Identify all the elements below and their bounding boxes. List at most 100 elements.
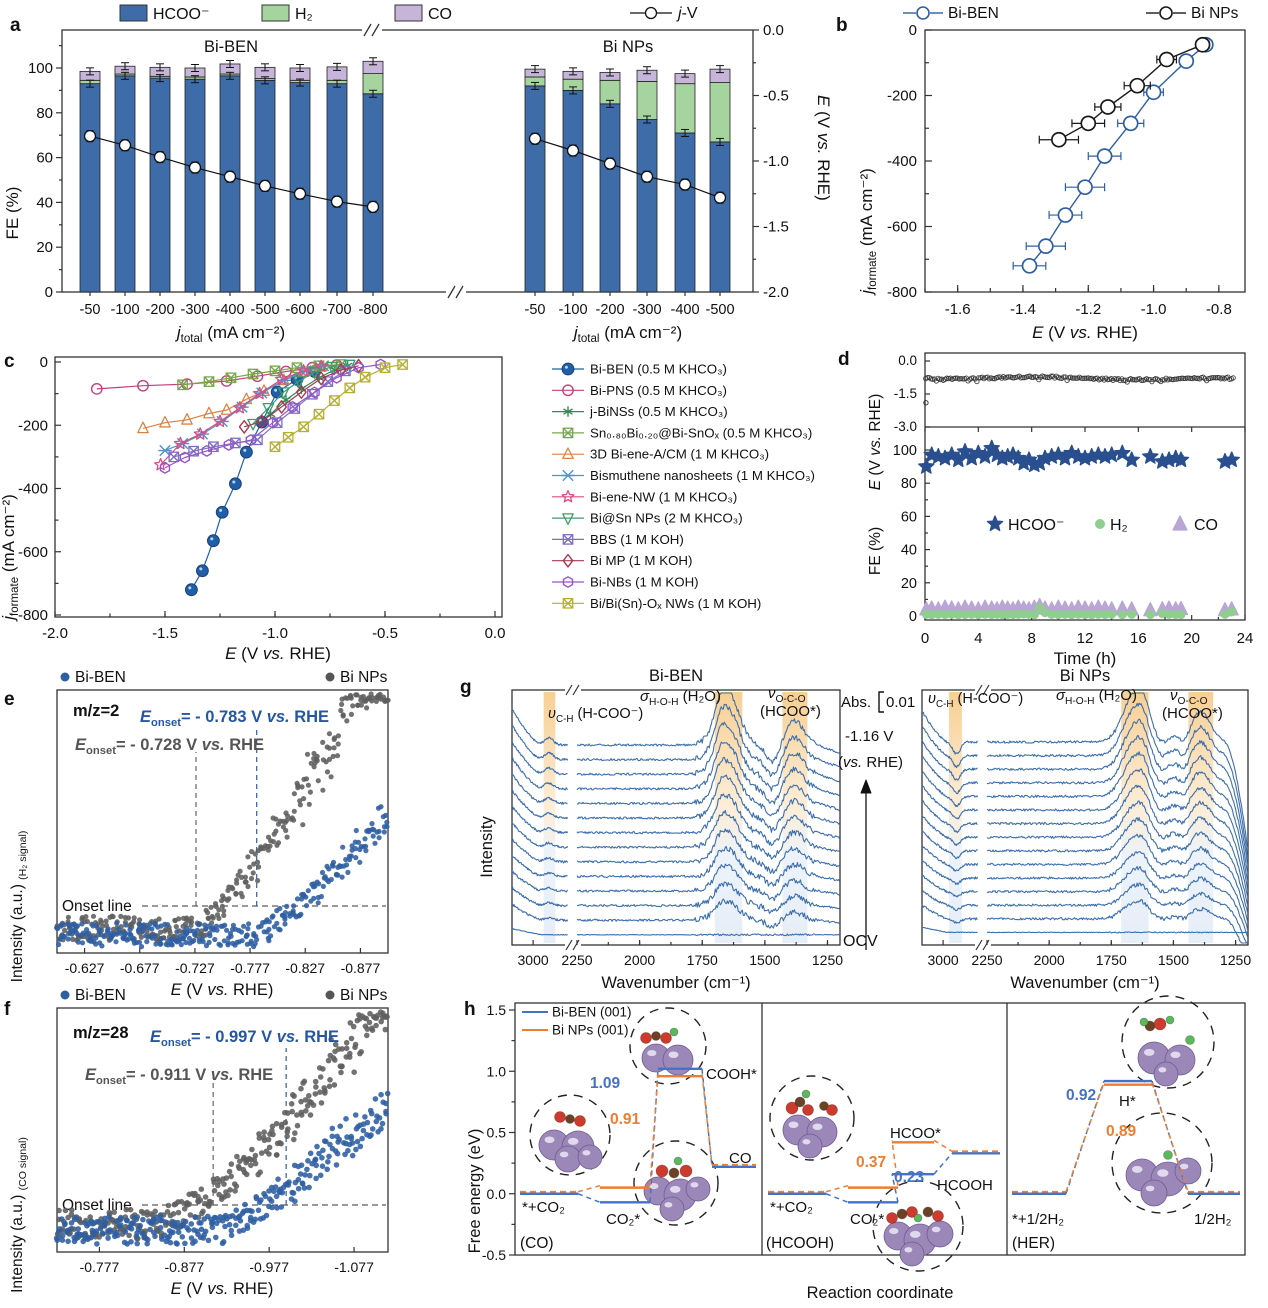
svg-text:0.92: 0.92 <box>1066 1087 1096 1104</box>
svg-text:0: 0 <box>921 630 929 647</box>
svg-text:-500: -500 <box>705 302 734 318</box>
svg-text:-0.777: -0.777 <box>80 1259 120 1275</box>
panel-label-e: e <box>4 689 15 710</box>
svg-text:Intensity (a.u.) (H₂ signal): Intensity (a.u.) (H₂ signal) <box>9 831 29 983</box>
svg-text:E (V vs. RHE): E (V vs. RHE) <box>814 95 833 201</box>
svg-text:-1.6: -1.6 <box>945 301 971 318</box>
svg-text:100: 100 <box>28 60 53 77</box>
svg-text:jtotal (mA cm⁻²): jtotal (mA cm⁻²) <box>175 323 285 345</box>
panel-label-c: c <box>4 351 15 372</box>
svg-text:jformate (mA cm⁻²): jformate (mA cm⁻²) <box>0 494 21 622</box>
svg-text:(HCOO*): (HCOO*) <box>760 703 821 720</box>
svg-text:Bi-BEN (0.5 M KHCO₃): Bi-BEN (0.5 M KHCO₃) <box>590 362 727 377</box>
svg-text:1.5: 1.5 <box>487 1002 507 1018</box>
panel-e-chart: -0.627 -0.677 -0.727 -0.777 -0.827 -0.877 E (V… <box>9 669 391 999</box>
svg-text:0.37: 0.37 <box>856 1154 886 1171</box>
panel-label-b: b <box>836 15 848 36</box>
molecule-illustration <box>769 1075 855 1161</box>
svg-text:HCOOH: HCOOH <box>937 1177 993 1194</box>
svg-text:Sn₀.₈₀Bi₀.₂₀@Bi-SnOₓ (0.5 M KH: Sn₀.₈₀Bi₀.₂₀@Bi-SnOₓ (0.5 M KHCO₃) <box>590 425 812 440</box>
molecule-illustration <box>1111 1112 1213 1214</box>
svg-text:1.0: 1.0 <box>487 1063 507 1079</box>
svg-text:16: 16 <box>1130 630 1147 647</box>
svg-text:(vs. RHE): (vs. RHE) <box>838 754 903 771</box>
svg-text:Intensity: Intensity <box>478 816 496 878</box>
svg-text:-50: -50 <box>525 302 546 318</box>
svg-text:100: 100 <box>893 443 917 459</box>
svg-text:CO₂*: CO₂* <box>606 1211 640 1228</box>
svg-text:CO: CO <box>729 1150 752 1167</box>
svg-text:m/z=2: m/z=2 <box>73 702 119 720</box>
svg-text:-100: -100 <box>110 302 139 318</box>
svg-text:0: 0 <box>40 354 48 371</box>
molecule-illustration <box>529 1094 611 1176</box>
panel-d-chart: 0.0 -1.5 -3.0 0 20 40 60 80 100 0 4 8 12 16 20 24 Time (… <box>867 352 1253 668</box>
svg-text:-700: -700 <box>322 302 351 318</box>
svg-text:-400: -400 <box>670 302 699 318</box>
svg-text:-0.877: -0.877 <box>341 960 381 976</box>
svg-text:Bi/Bi(Sn)-Oₓ NWs (1 M KOH): Bi/Bi(Sn)-Oₓ NWs (1 M KOH) <box>590 596 761 611</box>
svg-text:Bi-BEN: Bi-BEN <box>75 987 126 1004</box>
svg-text:1500: 1500 <box>1158 952 1189 968</box>
svg-text:Bi-PNS (0.5 M KHCO₃): Bi-PNS (0.5 M KHCO₃) <box>590 383 727 398</box>
svg-text:E (V vs. RHE): E (V vs. RHE) <box>225 644 331 663</box>
svg-text:H₂: H₂ <box>1110 517 1128 534</box>
svg-text:-0.727: -0.727 <box>175 960 215 976</box>
svg-text:νO-C-O: νO-C-O <box>1170 687 1208 707</box>
svg-text:20: 20 <box>1183 630 1200 647</box>
svg-text:-500: -500 <box>250 302 279 318</box>
svg-text:Time (h): Time (h) <box>1054 649 1117 668</box>
svg-text:(HCOOH): (HCOOH) <box>766 1235 834 1252</box>
svg-text:1250: 1250 <box>1220 952 1251 968</box>
svg-text:(CO): (CO) <box>520 1235 554 1252</box>
svg-text:0.01: 0.01 <box>886 694 915 711</box>
panel-label-f: f <box>4 999 11 1020</box>
svg-text:*+CO₂: *+CO₂ <box>770 1199 813 1216</box>
svg-text:0.0: 0.0 <box>763 22 784 39</box>
svg-text:H*: H* <box>1119 1093 1136 1110</box>
panel-g-chart: 3000 2250 2000 1750 1500 1250 Wavenumber (cm⁻¹… <box>478 667 1251 992</box>
svg-text:-200: -200 <box>18 417 48 434</box>
svg-text:(HCOO*): (HCOO*) <box>1162 705 1223 722</box>
svg-text:E (V vs. RHE): E (V vs. RHE) <box>171 1280 274 1298</box>
svg-text:Bi-ene-NW (1 M KHCO₃): Bi-ene-NW (1 M KHCO₃) <box>590 489 737 504</box>
svg-text:Bi NPs: Bi NPs <box>1191 5 1239 22</box>
svg-text:-400: -400 <box>18 481 48 498</box>
svg-text:-400: -400 <box>887 153 917 170</box>
svg-text:Bi NPs: Bi NPs <box>340 987 388 1004</box>
svg-text:j-V: j-V <box>676 5 698 22</box>
svg-text:1500: 1500 <box>749 952 780 968</box>
svg-text:CO₂*: CO₂* <box>850 1211 884 1228</box>
svg-text:-0.677: -0.677 <box>120 960 160 976</box>
svg-text:CO: CO <box>1194 517 1218 534</box>
svg-text:-600: -600 <box>285 302 314 318</box>
svg-text:σH-O-H (H₂O): σH-O-H (H₂O) <box>640 688 721 708</box>
svg-text:-1.5: -1.5 <box>763 219 789 236</box>
svg-text:Bi NPs: Bi NPs <box>1060 667 1110 685</box>
svg-text:-600: -600 <box>887 219 917 236</box>
svg-text:E (V vs. RHE): E (V vs. RHE) <box>171 981 274 999</box>
svg-text:-800: -800 <box>887 284 917 301</box>
svg-text:Bi-NBs (1 M KOH): Bi-NBs (1 M KOH) <box>590 575 699 590</box>
svg-text:νO-C-O: νO-C-O <box>768 685 806 705</box>
svg-text:0.91: 0.91 <box>610 1111 641 1128</box>
svg-text:-1.0: -1.0 <box>1141 301 1167 318</box>
svg-text:0: 0 <box>909 609 917 625</box>
svg-text:-200: -200 <box>887 88 917 105</box>
svg-text:1/2H₂: 1/2H₂ <box>1194 1211 1232 1228</box>
svg-text:Wavenumber (cm⁻¹): Wavenumber (cm⁻¹) <box>601 974 750 992</box>
molecule-illustration <box>1121 995 1215 1089</box>
panel-c-chart: -2.0 -1.5 -1.0 -0.5 0.0 0 -200 -400 -600 -800 E (V… <box>0 354 815 663</box>
svg-text:Eonset= - 0.728 V vs. RHE: Eonset= - 0.728 V vs. RHE <box>75 736 264 757</box>
svg-text:Intensity (a.u.) (CO signal): Intensity (a.u.) (CO signal) <box>9 1137 29 1293</box>
svg-text:60: 60 <box>36 150 53 167</box>
svg-text:20: 20 <box>36 239 53 256</box>
molecule-illustration <box>872 1180 964 1272</box>
svg-text:σH-O-H (H₂O): σH-O-H (H₂O) <box>1056 687 1137 707</box>
svg-text:0.0: 0.0 <box>487 1186 507 1202</box>
svg-text:-400: -400 <box>215 302 244 318</box>
svg-text:-1.5: -1.5 <box>152 625 178 642</box>
svg-text:Bi-BEN: Bi-BEN <box>649 667 703 685</box>
svg-text:Bi MP (1 M KOH): Bi MP (1 M KOH) <box>590 553 692 568</box>
